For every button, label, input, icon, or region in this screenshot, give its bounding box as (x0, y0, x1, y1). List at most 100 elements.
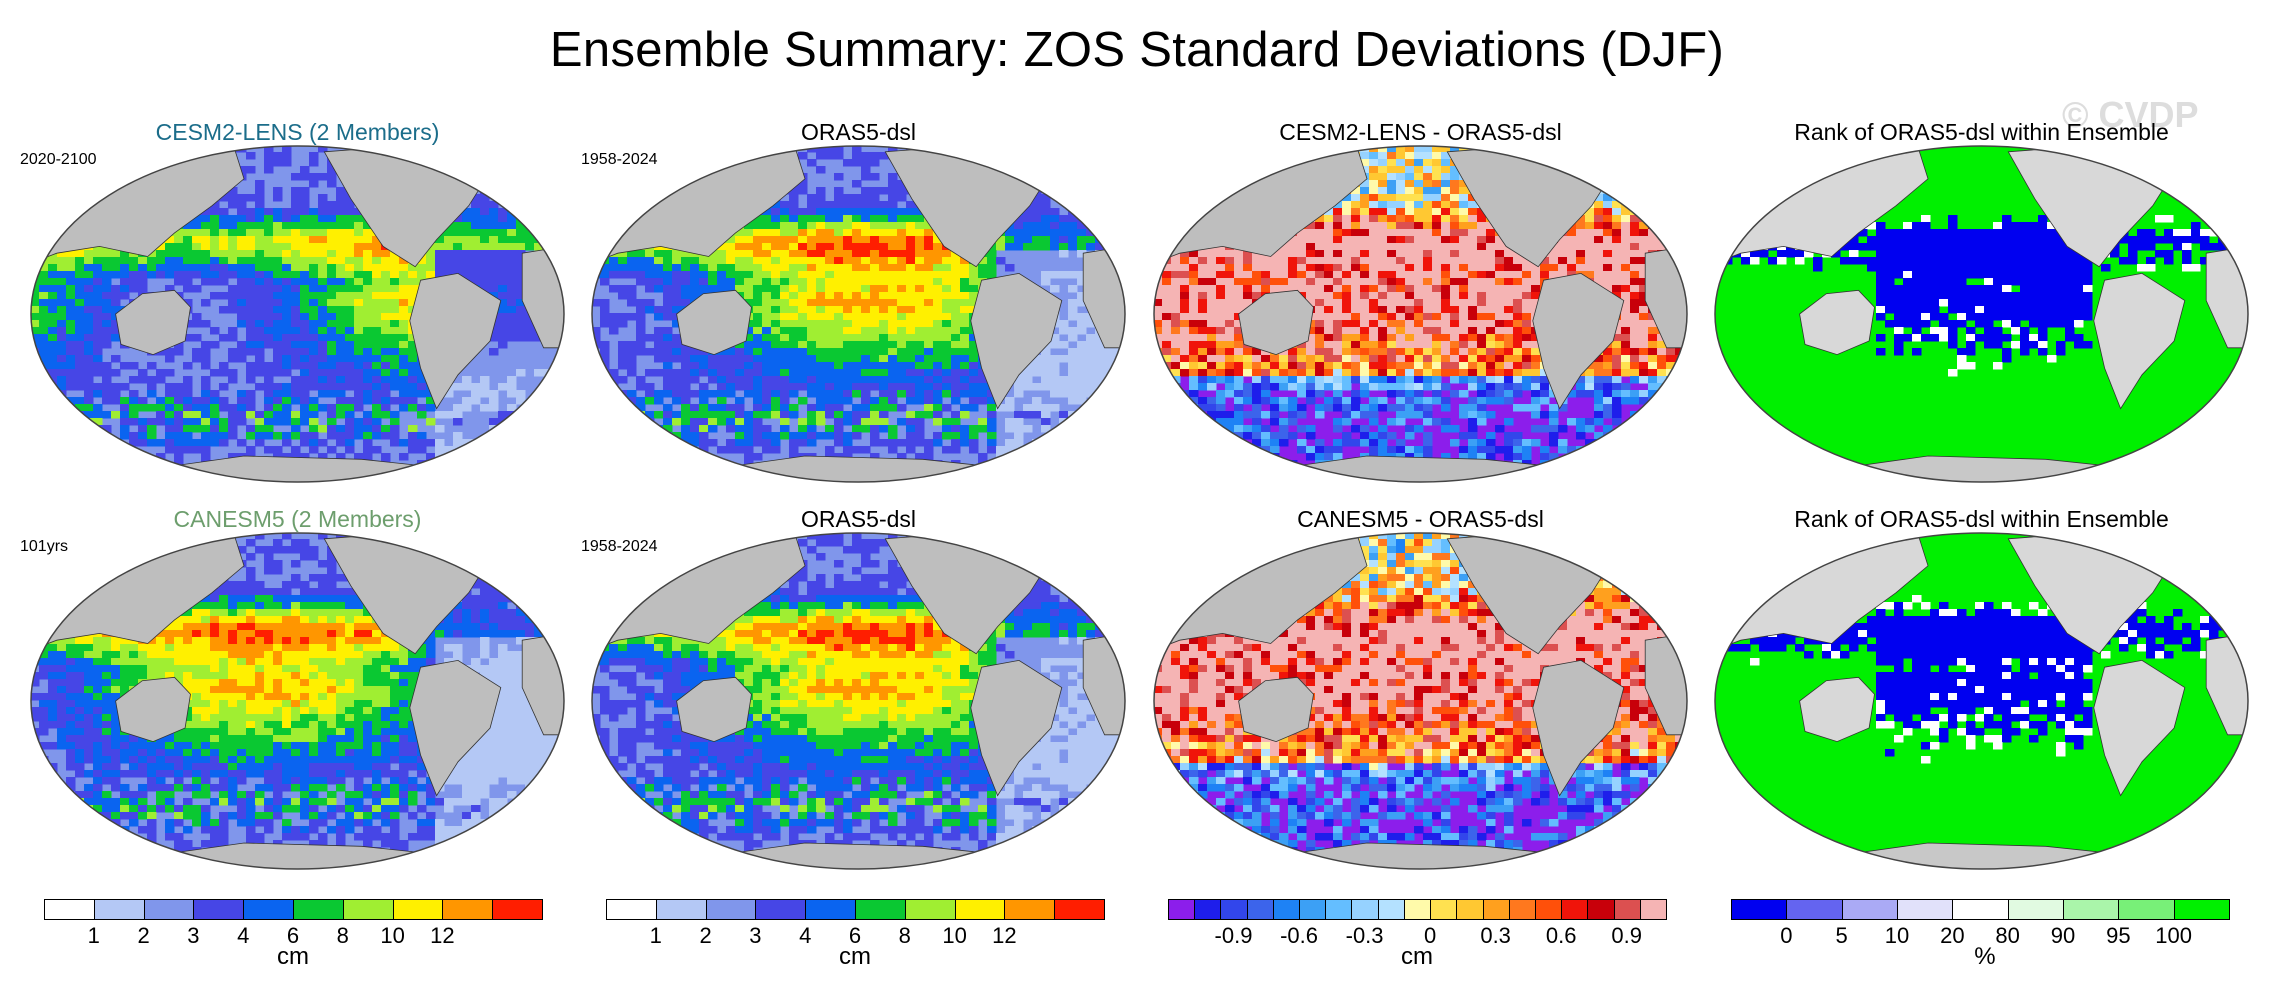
field-cell (870, 250, 880, 258)
field-cell (66, 187, 76, 195)
field-cell (618, 285, 628, 293)
field-cell (66, 250, 76, 258)
field-cell (1387, 152, 1397, 160)
field-cell (480, 481, 490, 482)
field-cell (825, 362, 835, 370)
field-cell (372, 446, 382, 454)
field-cell (690, 411, 700, 419)
field-cell (987, 271, 997, 279)
field-cell (57, 404, 67, 412)
field-cell (1023, 425, 1033, 433)
field-cell (1086, 474, 1096, 482)
field-cell (987, 404, 997, 412)
field-cell (708, 264, 718, 272)
field-cell (516, 152, 526, 160)
field-cell (915, 236, 925, 244)
field-cell (735, 418, 745, 426)
field-cell (933, 243, 943, 251)
field-cell (816, 229, 826, 237)
field-cell (942, 383, 952, 391)
field-cell (147, 250, 157, 258)
field-cell (264, 257, 274, 265)
field-cell (408, 362, 418, 370)
field-cell (336, 187, 346, 195)
field-cell (75, 376, 85, 384)
field-cell (228, 376, 238, 384)
field-cell (915, 285, 925, 293)
field-cell (825, 257, 835, 265)
field-cell (1050, 404, 1060, 412)
field-cell (1432, 166, 1442, 174)
field-cell (592, 264, 601, 272)
field-cell (84, 467, 94, 475)
field-cell (1405, 159, 1415, 167)
field-cell (618, 432, 628, 440)
field-cell (1122, 229, 1125, 237)
field-cell (1032, 481, 1042, 482)
field-cell (111, 320, 121, 328)
field-cell (1585, 159, 1595, 167)
field-cell (273, 187, 283, 195)
field-cell (1297, 146, 1307, 153)
field-cell (408, 446, 418, 454)
field-cell (31, 320, 40, 328)
field-cell (1162, 180, 1172, 188)
field-cell (609, 264, 619, 272)
field-cell (690, 271, 700, 279)
field-cell (327, 418, 337, 426)
field-cell (1585, 166, 1595, 174)
field-cell (31, 250, 40, 258)
field-cell (1059, 474, 1069, 482)
field-cell (1666, 159, 1676, 167)
field-cell (66, 194, 76, 202)
field-cell (969, 348, 979, 356)
field-cell (861, 320, 871, 328)
field-cell (336, 222, 346, 230)
field-cell (345, 404, 355, 412)
field-cell (291, 390, 301, 398)
field-cell (192, 229, 202, 237)
field-cell (681, 390, 691, 398)
field-cell (753, 250, 763, 258)
field-cell (31, 166, 40, 174)
field-cell (816, 418, 826, 426)
field-cell (552, 460, 562, 468)
field-cell (1068, 201, 1078, 209)
field-cell (1171, 201, 1181, 209)
field-cell (390, 355, 400, 363)
field-cell (408, 299, 418, 307)
field-cell (1086, 229, 1096, 237)
field-cell (906, 208, 916, 216)
field-cell (489, 474, 499, 482)
field-cell (390, 376, 400, 384)
field-cell (915, 278, 925, 286)
field-cell (1050, 376, 1060, 384)
field-cell (363, 439, 373, 447)
field-cell (636, 250, 646, 258)
field-cell (120, 432, 130, 440)
field-cell (237, 292, 247, 300)
field-cell (960, 313, 970, 321)
field-cell (372, 404, 382, 412)
field-cell (345, 313, 355, 321)
field-cell (31, 152, 40, 160)
field-cell (318, 236, 328, 244)
field-cell (309, 229, 319, 237)
field-cell (951, 383, 961, 391)
field-cell (1068, 159, 1078, 167)
field-cell (31, 306, 40, 314)
field-cell (1306, 152, 1316, 160)
field-cell (1086, 390, 1096, 398)
field-cell (1068, 243, 1078, 251)
field-cell (309, 292, 319, 300)
field-cell (699, 418, 709, 426)
field-cell (1122, 159, 1125, 167)
field-cell (969, 362, 979, 370)
field-cell (618, 355, 628, 363)
field-cell (672, 257, 682, 265)
field-cell (57, 180, 67, 188)
field-cell (834, 362, 844, 370)
field-cell (1171, 194, 1181, 202)
field-cell (228, 236, 238, 244)
field-cell (888, 146, 898, 153)
